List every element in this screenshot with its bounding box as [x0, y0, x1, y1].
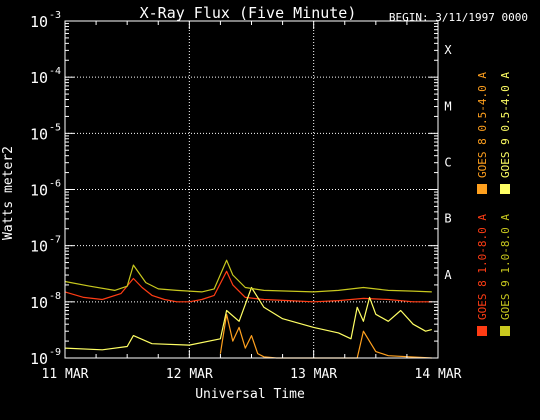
- y-tick-exponent: -3: [49, 10, 61, 21]
- y-tick-exponent: -8: [49, 291, 61, 302]
- x-tick-label: 13 MAR: [290, 367, 337, 382]
- legend: GOES 8 1.0-8.0 A GOES 8 0.5-4.0 A GOES 9 1…: [476, 72, 512, 336]
- legend-label: GOES 9 0.5-4.0 A: [499, 72, 512, 178]
- flare-class-label: M: [444, 99, 451, 113]
- legend-swatch: [477, 184, 487, 194]
- x-tick-labels: 11 MAR 12 MAR 13 MAR 14 MAR: [42, 367, 462, 382]
- begin-date-label: BEGIN: 3/11/1997 0000: [389, 11, 528, 24]
- flare-class-label: B: [444, 212, 451, 226]
- y-tick-label: 10: [30, 125, 48, 143]
- legend-label: GOES 9 1.0-8.0 A: [499, 214, 512, 320]
- y-tick-exponent: -9: [49, 347, 61, 358]
- series-line: [219, 313, 432, 359]
- series-lines: [64, 259, 432, 359]
- y-tick-label: 10: [30, 13, 48, 31]
- legend-swatch: [500, 184, 510, 194]
- x-tick-label: 11 MAR: [42, 367, 89, 382]
- y-tick-label: 10: [30, 294, 48, 312]
- x-axis-label: Universal Time: [195, 387, 305, 402]
- flare-class-label: A: [444, 268, 452, 282]
- series-line: [64, 270, 432, 303]
- grid-lines: [65, 21, 438, 358]
- series-line: [64, 286, 432, 351]
- x-tick-label: 14 MAR: [415, 367, 462, 382]
- legend-swatch: [477, 326, 487, 336]
- y-tick-exponent: -4: [49, 66, 61, 77]
- flare-class-label: X: [444, 43, 452, 57]
- y-tick-label: 10: [30, 238, 48, 256]
- legend-label: GOES 8 1.0-8.0 A: [476, 214, 489, 320]
- x-tick-label: 12 MAR: [166, 367, 213, 382]
- y-tick-labels: 10-910-810-710-610-510-410-3: [30, 10, 61, 368]
- series-line: [64, 259, 432, 293]
- axis-ticks: [64, 20, 439, 359]
- legend-swatch: [500, 326, 510, 336]
- y-tick-label: 10: [30, 182, 48, 200]
- y-tick-label: 10: [30, 69, 48, 87]
- flare-class-labels: A B C M X: [444, 43, 452, 282]
- y-tick-exponent: -6: [49, 179, 61, 190]
- flare-class-label: C: [444, 155, 451, 169]
- legend-label: GOES 8 0.5-4.0 A: [476, 72, 489, 178]
- y-tick-label: 10: [30, 350, 48, 368]
- y-tick-exponent: -7: [49, 235, 61, 246]
- chart-title: X-Ray Flux (Five Minute): [140, 4, 357, 22]
- y-axis-label: Watts meter2: [1, 146, 16, 240]
- y-tick-exponent: -5: [49, 122, 61, 133]
